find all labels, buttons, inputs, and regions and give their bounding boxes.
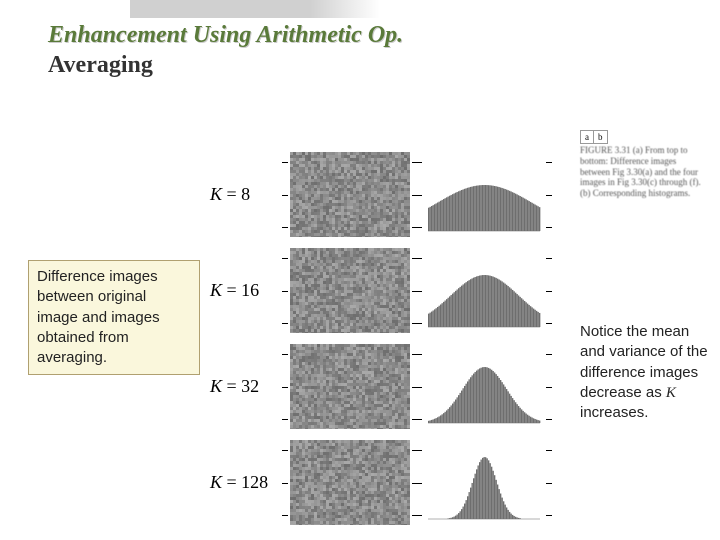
axis-tick <box>416 515 422 516</box>
figure-key-b: b <box>594 131 607 143</box>
axis-tick <box>416 195 422 196</box>
k-label-value: = 128 <box>222 472 268 492</box>
axis-tick <box>546 323 552 324</box>
axis-tick <box>546 195 552 196</box>
figure-key-a: a <box>581 131 594 143</box>
axis-tick <box>546 354 552 355</box>
axis-tick <box>282 291 288 292</box>
slide-title-sub: Averaging <box>48 52 153 79</box>
callout-left-box: Difference images between original image… <box>28 260 200 375</box>
axis-tick <box>282 483 288 484</box>
k-label: K = 8 <box>210 184 250 205</box>
axis-tick <box>546 258 552 259</box>
axis-tick <box>546 483 552 484</box>
axis-tick <box>282 323 288 324</box>
k-label-var: K <box>210 280 222 300</box>
axis-tick <box>416 291 422 292</box>
axis-tick <box>282 419 288 420</box>
axis-tick <box>282 258 288 259</box>
axis-tick <box>282 515 288 516</box>
axis-tick <box>282 227 288 228</box>
axis-tick <box>282 354 288 355</box>
axis-tick <box>546 515 552 516</box>
slide-title-main: Enhancement Using Arithmetic Op. <box>48 22 403 49</box>
axis-tick <box>416 450 422 451</box>
axis-tick <box>282 450 288 451</box>
axis-tick <box>282 195 288 196</box>
k-label-value: = 16 <box>222 280 259 300</box>
callout-right-text: Notice the mean and variance of the diff… <box>580 322 710 423</box>
k-label-value: = 32 <box>222 376 259 396</box>
figure-ab-key: ab <box>580 130 608 144</box>
axis-tick <box>546 291 552 292</box>
axis-tick <box>416 483 422 484</box>
axis-tick <box>546 387 552 388</box>
difference-image <box>290 344 410 429</box>
axis-tick <box>546 162 552 163</box>
callout-right-post: increases. <box>580 404 648 421</box>
slide-header-bar <box>130 0 310 18</box>
axis-tick <box>416 258 422 259</box>
k-label: K = 16 <box>210 280 259 301</box>
k-label-var: K <box>210 472 222 492</box>
axis-tick <box>282 162 288 163</box>
axis-tick <box>546 450 552 451</box>
axis-tick <box>416 227 422 228</box>
histogram <box>424 248 544 333</box>
histogram <box>424 440 544 525</box>
k-label-var: K <box>210 184 222 204</box>
axis-tick <box>546 419 552 420</box>
k-label-value: = 8 <box>222 184 250 204</box>
axis-tick <box>416 354 422 355</box>
difference-image <box>290 248 410 333</box>
axis-tick <box>546 227 552 228</box>
axis-tick <box>416 387 422 388</box>
difference-image <box>290 440 410 525</box>
k-label-var: K <box>210 376 222 396</box>
axis-tick <box>416 323 422 324</box>
axis-tick <box>416 419 422 420</box>
difference-image <box>290 152 410 237</box>
histogram <box>424 152 544 237</box>
histogram <box>424 344 544 429</box>
figure-caption: FIGURE 3.31 (a) From top to bottom: Diff… <box>580 145 708 199</box>
k-label: K = 32 <box>210 376 259 397</box>
axis-tick <box>282 387 288 388</box>
k-label: K = 128 <box>210 472 268 493</box>
callout-right-pre: Notice the mean and variance of the diff… <box>580 323 708 401</box>
callout-right-k: K <box>666 385 676 401</box>
axis-tick <box>416 162 422 163</box>
